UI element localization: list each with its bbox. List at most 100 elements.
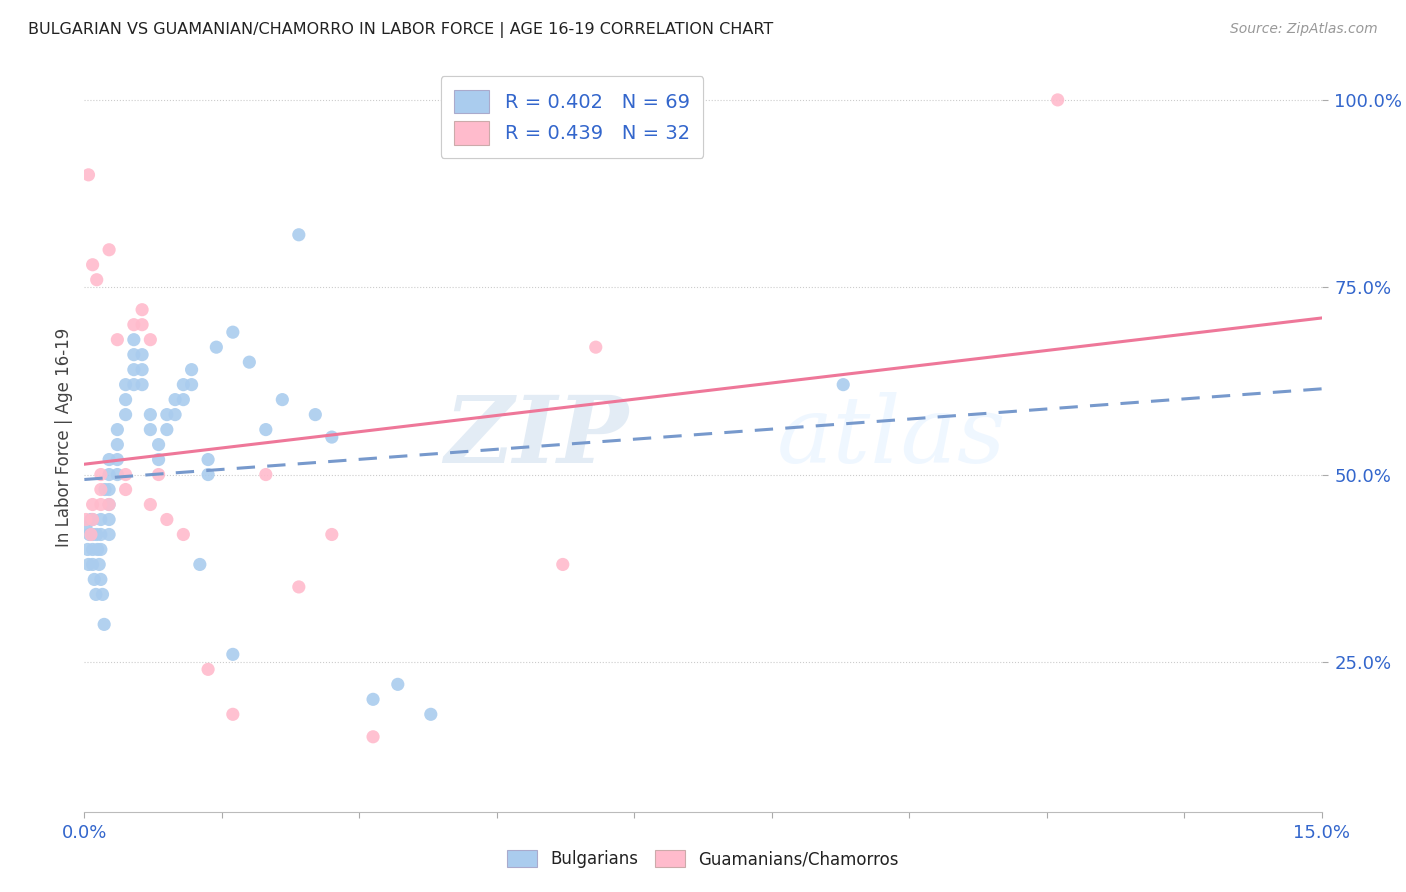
- Point: [361, 692, 384, 706]
- Point: [86, 273, 108, 287]
- Point: [79, 527, 101, 541]
- Point: [105, 437, 128, 451]
- Point: [180, 377, 202, 392]
- Point: [77, 168, 100, 182]
- Point: [139, 423, 162, 437]
- Point: [288, 580, 311, 594]
- Y-axis label: In Labor Force | Age 16-19: In Labor Force | Age 16-19: [55, 327, 73, 547]
- Point: [205, 340, 228, 354]
- Point: [131, 362, 153, 376]
- Point: [131, 318, 153, 332]
- Text: Source: ZipAtlas.com: Source: ZipAtlas.com: [1230, 22, 1378, 37]
- Point: [139, 498, 162, 512]
- Point: [114, 377, 136, 392]
- Point: [114, 408, 136, 422]
- Point: [90, 467, 112, 482]
- Point: [114, 483, 136, 497]
- Point: [82, 498, 104, 512]
- Point: [90, 527, 112, 541]
- Point: [86, 527, 108, 541]
- Point: [254, 467, 277, 482]
- Point: [98, 498, 121, 512]
- Point: [188, 558, 211, 572]
- Point: [98, 452, 121, 467]
- Point: [84, 587, 107, 601]
- Point: [148, 437, 170, 451]
- Point: [82, 527, 104, 541]
- Point: [98, 483, 121, 497]
- Point: [76, 542, 98, 557]
- Point: [222, 648, 245, 662]
- Point: [90, 498, 112, 512]
- Point: [361, 730, 384, 744]
- Point: [165, 392, 187, 407]
- Point: [82, 512, 104, 526]
- Point: [98, 527, 121, 541]
- Point: [82, 512, 104, 526]
- Point: [131, 302, 153, 317]
- Point: [80, 512, 103, 526]
- Point: [172, 377, 194, 392]
- Point: [165, 408, 187, 422]
- Point: [93, 617, 115, 632]
- Point: [1046, 93, 1069, 107]
- Point: [122, 318, 145, 332]
- Point: [288, 227, 311, 242]
- Point: [90, 573, 112, 587]
- Point: [122, 377, 145, 392]
- Point: [122, 333, 145, 347]
- Point: [254, 423, 277, 437]
- Point: [98, 498, 121, 512]
- Point: [156, 408, 179, 422]
- Point: [139, 333, 162, 347]
- Point: [114, 392, 136, 407]
- Point: [122, 362, 145, 376]
- Point: [98, 243, 121, 257]
- Point: [131, 377, 153, 392]
- Point: [304, 408, 326, 422]
- Point: [148, 452, 170, 467]
- Point: [131, 348, 153, 362]
- Point: [105, 452, 128, 467]
- Point: [172, 527, 194, 541]
- Point: [321, 430, 343, 444]
- Point: [172, 392, 194, 407]
- Point: [90, 542, 112, 557]
- Point: [80, 527, 103, 541]
- Text: BULGARIAN VS GUAMANIAN/CHAMORRO IN LABOR FORCE | AGE 16-19 CORRELATION CHART: BULGARIAN VS GUAMANIAN/CHAMORRO IN LABOR…: [28, 22, 773, 38]
- Point: [148, 467, 170, 482]
- Point: [89, 558, 111, 572]
- Point: [122, 348, 145, 362]
- Point: [156, 423, 179, 437]
- Point: [94, 483, 117, 497]
- Point: [77, 558, 100, 572]
- Point: [832, 377, 855, 392]
- Point: [551, 558, 574, 572]
- Point: [82, 258, 104, 272]
- Point: [419, 707, 441, 722]
- Point: [91, 587, 114, 601]
- Point: [82, 542, 104, 557]
- Point: [321, 527, 343, 541]
- Point: [180, 362, 202, 376]
- Point: [75, 512, 97, 526]
- Point: [585, 340, 607, 354]
- Point: [82, 558, 104, 572]
- Point: [105, 467, 128, 482]
- Point: [238, 355, 260, 369]
- Point: [139, 408, 162, 422]
- Point: [90, 483, 112, 497]
- Legend: R = 0.402   N = 69, R = 0.439   N = 32: R = 0.402 N = 69, R = 0.439 N = 32: [440, 76, 703, 159]
- Legend: Bulgarians, Guamanians/Chamorros: Bulgarians, Guamanians/Chamorros: [501, 843, 905, 875]
- Point: [86, 542, 108, 557]
- Point: [222, 325, 245, 339]
- Point: [90, 512, 112, 526]
- Text: ZIP: ZIP: [444, 392, 628, 482]
- Point: [98, 512, 121, 526]
- Text: atlas: atlas: [778, 392, 1007, 482]
- Point: [271, 392, 294, 407]
- Point: [197, 452, 219, 467]
- Point: [387, 677, 409, 691]
- Point: [105, 333, 128, 347]
- Point: [156, 512, 179, 526]
